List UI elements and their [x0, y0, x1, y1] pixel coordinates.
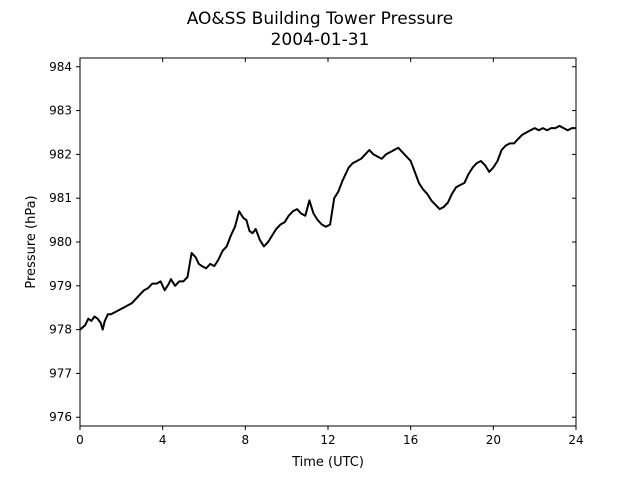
y-tick-label: 981: [49, 191, 72, 205]
plot-frame: [79, 57, 577, 427]
y-axis-ticks: 976 977 978 979 980 981 982 983 984: [49, 60, 576, 424]
y-tick-label: 976: [49, 410, 72, 424]
y-tick-label: 982: [49, 147, 72, 161]
y-tick-label: 984: [49, 60, 72, 74]
y-tick-label: 979: [49, 279, 72, 293]
x-axis-ticks: 0 4 8 12 16 20 24: [76, 58, 584, 447]
x-tick-label: 8: [242, 433, 250, 447]
x-axis-label: Time (UTC): [291, 455, 364, 470]
y-axis-label: Pressure (hPa): [24, 195, 39, 288]
y-tick-label: 983: [49, 104, 72, 118]
y-tick-label: 977: [49, 366, 72, 380]
pressure-series-line: [79, 124, 576, 331]
chart-title: AO&SS Building Tower Pressure: [187, 9, 454, 29]
x-tick-label: 12: [320, 433, 335, 447]
x-tick-label: 24: [568, 433, 583, 447]
x-tick-label: 4: [159, 433, 167, 447]
chart-subtitle: 2004-01-31: [271, 30, 370, 50]
x-tick-label: 0: [76, 433, 84, 447]
x-tick-label: 16: [403, 433, 418, 447]
x-tick-label: 20: [486, 433, 501, 447]
y-tick-label: 980: [49, 235, 72, 249]
y-tick-label: 978: [49, 323, 72, 337]
